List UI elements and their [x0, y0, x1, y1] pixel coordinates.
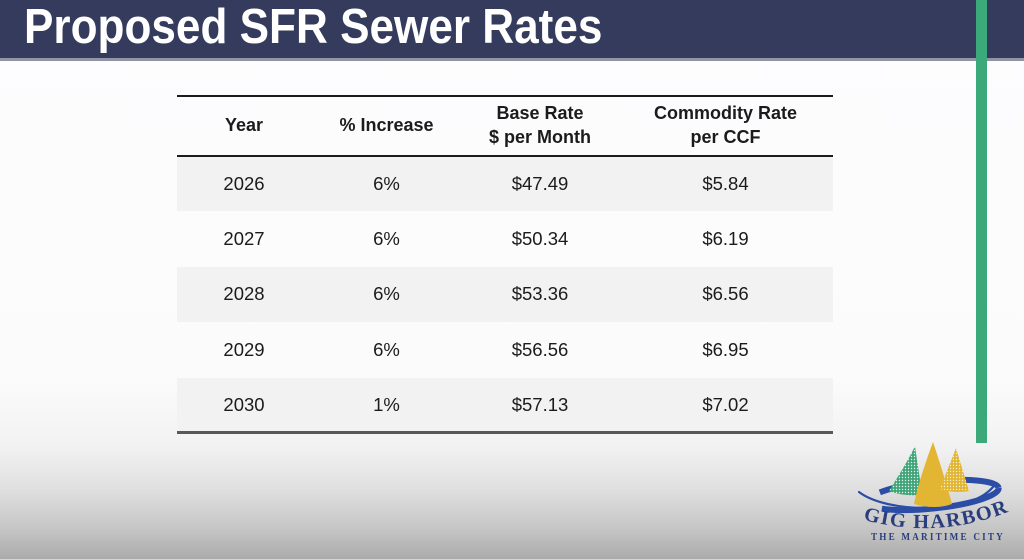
page-title: Proposed SFR Sewer Rates	[24, 0, 603, 54]
cell-commodity-rate: $6.56	[702, 283, 749, 305]
swoosh-tail-icon	[857, 485, 995, 510]
cell-year: 2029	[223, 338, 265, 360]
cell-commodity-rate: $5.84	[702, 173, 749, 195]
cell-base-rate: $47.49	[511, 173, 569, 195]
col-header-line: % Increase	[339, 115, 434, 136]
table-row-2030: 2030 1% $57.13 $7.02	[177, 377, 833, 433]
cell-year: 2027	[223, 228, 265, 250]
cell-base-rate: $50.34	[511, 228, 569, 250]
table-header-row: Year % Increase Base Rate $ per Month Co…	[177, 96, 833, 156]
cell-commodity-rate: $6.95	[702, 338, 749, 360]
cell-increase: 6%	[373, 283, 400, 305]
accent-bar	[976, 0, 987, 443]
dotted-sail-icon	[940, 448, 969, 493]
cell-base-rate: $56.56	[511, 338, 569, 360]
cell-base-rate: $57.13	[511, 393, 569, 415]
col-header-base-rate: Base Rate $ per Month	[462, 96, 618, 156]
sewer-rates-table: Year % Increase Base Rate $ per Month Co…	[177, 95, 833, 435]
cell-year: 2028	[223, 283, 265, 305]
cell-increase: 1%	[373, 393, 400, 415]
table-row-2027: 2027 6% $50.34 $6.19	[177, 211, 833, 266]
cell-increase: 6%	[373, 173, 400, 195]
gig-harbor-logo: GIG HARBOR THE MARITIME CITY	[856, 440, 1020, 552]
cell-year: 2030	[223, 393, 265, 415]
cell-year: 2026	[223, 173, 265, 195]
green-sail-icon	[889, 446, 922, 496]
title-bar: Proposed SFR Sewer Rates	[0, 0, 1024, 61]
gold-sail-icon	[914, 442, 952, 507]
col-header-commodity-rate: Commodity Rate per CCF	[618, 96, 833, 156]
col-header-increase: % Increase	[311, 96, 462, 156]
cell-increase: 6%	[373, 228, 400, 250]
logo-tagline: THE MARITIME CITY	[871, 532, 1005, 543]
cell-base-rate: $53.36	[511, 283, 569, 305]
col-header-year: Year	[177, 96, 311, 156]
col-header-line: Base Rate	[496, 103, 584, 124]
table-row-2029: 2029 6% $56.56 $6.95	[177, 322, 833, 377]
cell-commodity-rate: $7.02	[702, 393, 749, 415]
gig-harbor-logo-graphic: GIG HARBOR THE MARITIME CITY	[857, 442, 1010, 543]
table-row-2026: 2026 6% $47.49 $5.84	[177, 156, 833, 212]
col-header-line: per CCF	[690, 127, 761, 147]
col-header-line: Commodity Rate	[653, 103, 797, 124]
col-header-line: Year	[224, 115, 264, 136]
col-header-line: $ per Month	[489, 127, 591, 147]
table-row-2028: 2028 6% $53.36 $6.56	[177, 266, 833, 323]
cell-commodity-rate: $6.19	[702, 228, 749, 250]
cell-increase: 6%	[373, 338, 400, 360]
